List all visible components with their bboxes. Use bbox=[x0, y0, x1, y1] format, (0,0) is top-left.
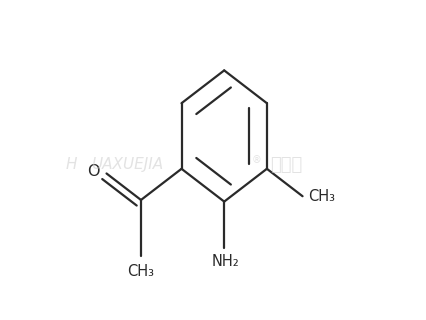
Text: O: O bbox=[87, 164, 100, 180]
Text: H: H bbox=[66, 157, 77, 172]
Text: ®: ® bbox=[251, 155, 261, 165]
Text: NH₂: NH₂ bbox=[212, 254, 240, 269]
Text: 化学加: 化学加 bbox=[271, 156, 303, 174]
Text: UAXUEJIA: UAXUEJIA bbox=[92, 157, 164, 172]
Text: CH₃: CH₃ bbox=[308, 189, 335, 204]
Text: CH₃: CH₃ bbox=[127, 264, 155, 279]
